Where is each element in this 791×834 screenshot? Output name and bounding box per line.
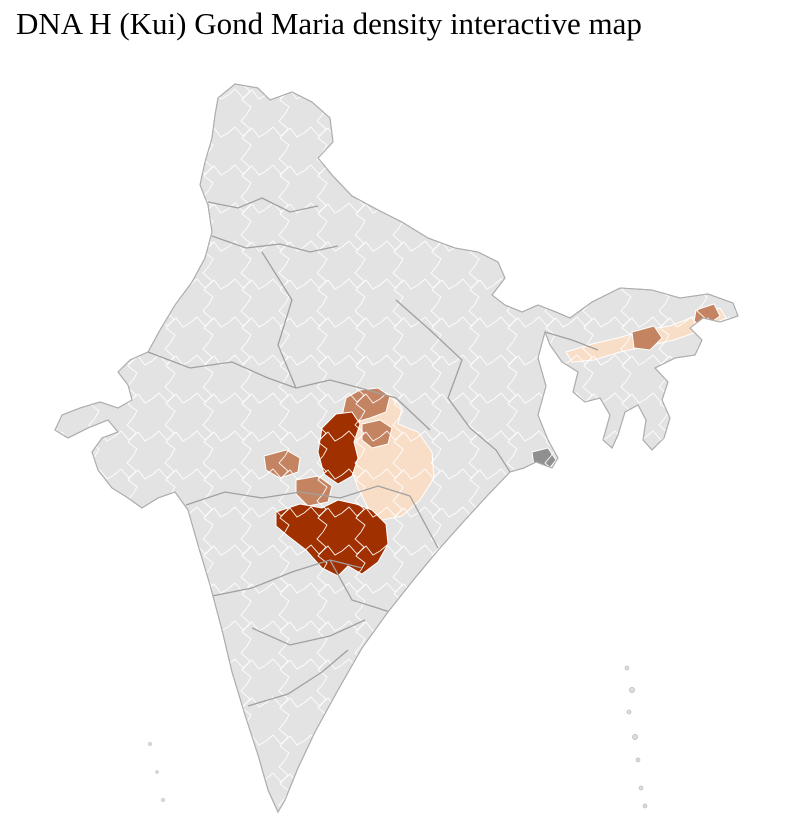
india-outline: [54, 83, 739, 814]
andaman-islands: [624, 665, 648, 809]
page-title: DNA H (Kui) Gond Maria density interacti…: [16, 6, 642, 41]
state-borders: [147, 197, 599, 707]
lakshadweep-islands: [148, 742, 165, 802]
